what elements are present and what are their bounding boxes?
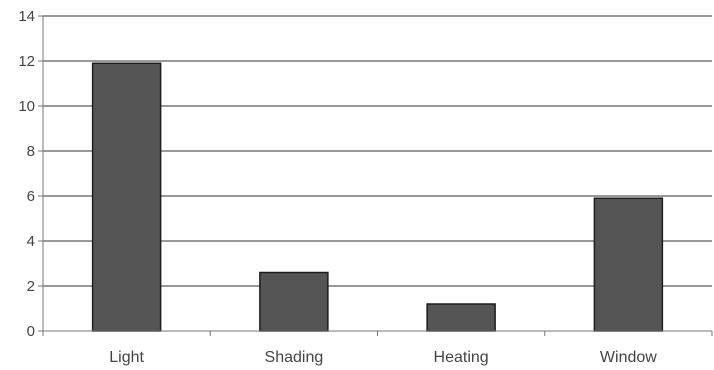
bar-heating <box>426 303 496 332</box>
y-tick-label-6: 6 <box>27 188 35 205</box>
bars <box>91 62 664 332</box>
bar-shading <box>259 271 329 332</box>
x-tick-label-shading: Shading <box>265 349 324 366</box>
x-tick-label-light: Light <box>109 349 144 366</box>
y-tick-label-8: 8 <box>27 143 35 160</box>
y-tick-label-2: 2 <box>27 278 35 295</box>
y-tick-label-12: 12 <box>18 53 35 70</box>
x-tick-label-window: Window <box>600 349 657 366</box>
y-tick-label-0: 0 <box>27 323 35 340</box>
x-tick-label-heating: Heating <box>434 349 489 366</box>
labels: 0 2 4 6 8 10 12 14 Light Shading Heating Window <box>18 8 657 366</box>
bar-light <box>91 62 162 332</box>
y-tick-label-4: 4 <box>27 233 35 250</box>
y-tick-label-14: 14 <box>18 8 35 25</box>
y-tick-label-10: 10 <box>18 98 35 115</box>
bar-window <box>593 197 664 332</box>
axes <box>38 15 713 336</box>
